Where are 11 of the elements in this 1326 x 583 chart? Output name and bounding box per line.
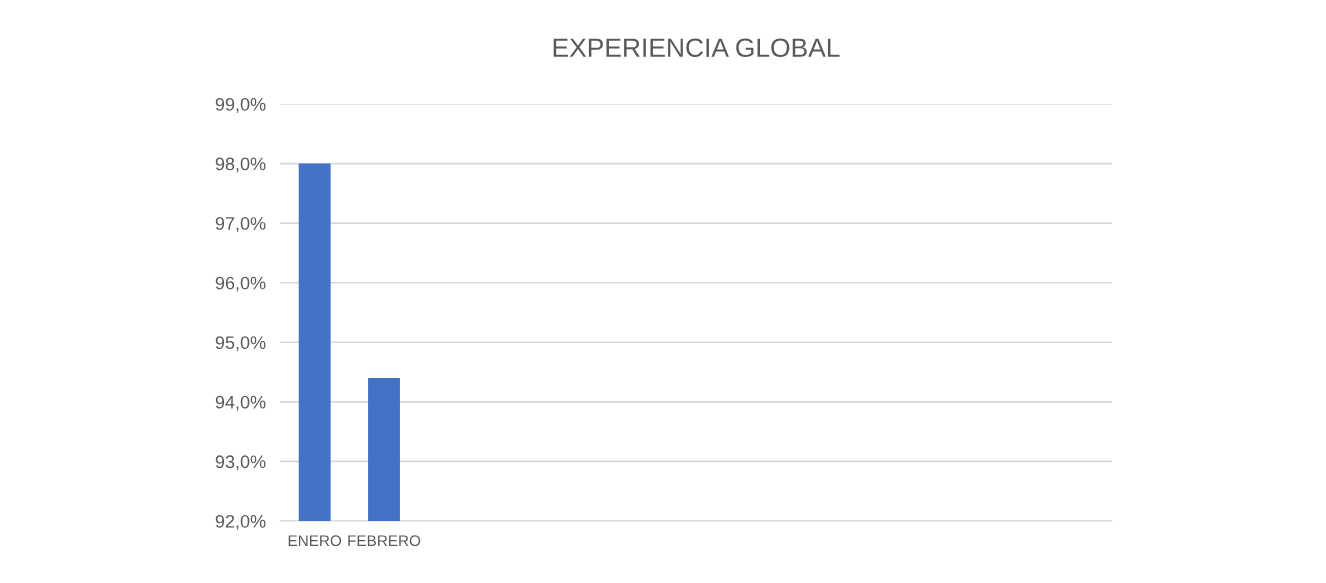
y-tick-label: 96,0% — [215, 276, 266, 292]
x-tick-label: ENERO — [288, 535, 342, 547]
y-tick-label: 95,0% — [215, 336, 266, 352]
y-tick-label: 93,0% — [215, 455, 266, 471]
y-tick-label: 92,0% — [215, 514, 266, 530]
x-tick-label: FEBRERO — [348, 535, 421, 547]
y-tick-label: 94,0% — [215, 395, 266, 411]
y-tick-label: 97,0% — [215, 217, 266, 232]
y-tick-label: 98,0% — [215, 157, 266, 173]
y-tick-label: 99,0% — [215, 97, 266, 113]
chart-title: EXPERIENCIA GLOBAL — [553, 38, 840, 58]
